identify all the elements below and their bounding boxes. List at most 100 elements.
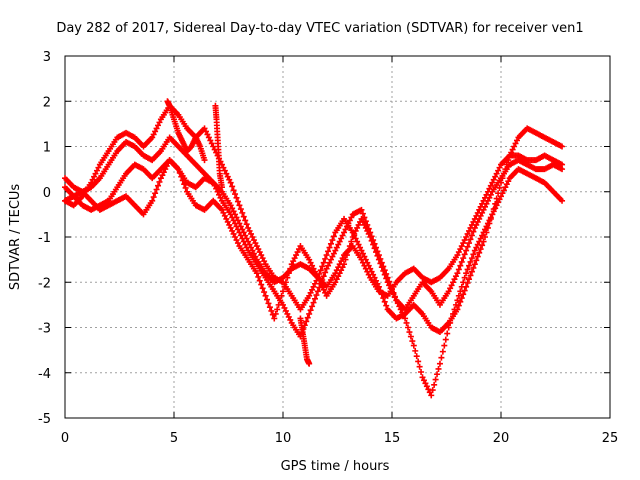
data-point <box>415 358 422 365</box>
data-point <box>265 300 272 307</box>
data-point <box>330 250 337 257</box>
data-point <box>285 270 292 277</box>
data-point <box>221 212 228 219</box>
data-point <box>457 246 464 253</box>
data-point <box>285 313 292 320</box>
data-point <box>389 288 395 295</box>
data-point <box>306 292 313 299</box>
data-point <box>335 273 342 280</box>
data-point <box>293 252 300 259</box>
data-point <box>307 289 314 296</box>
data-point <box>258 252 265 259</box>
data-point <box>338 235 345 242</box>
data-point <box>234 240 241 247</box>
data-point <box>416 363 423 370</box>
data-point <box>371 245 378 252</box>
data-point <box>233 223 240 230</box>
data-point <box>511 143 518 150</box>
data-point <box>234 226 241 233</box>
data-point <box>460 291 467 298</box>
data-point <box>327 256 334 263</box>
data-point <box>239 209 246 216</box>
data-point <box>232 220 239 227</box>
data-point <box>339 232 346 239</box>
data-point <box>496 196 503 203</box>
data-points <box>62 98 566 399</box>
data-point <box>477 246 484 253</box>
data-point <box>464 266 471 273</box>
data-point <box>208 140 215 147</box>
data-point <box>489 179 496 186</box>
y-tick-label: -4 <box>38 367 51 382</box>
data-point <box>310 265 317 272</box>
data-point <box>466 262 473 269</box>
data-point <box>216 191 223 198</box>
data-point <box>236 202 243 209</box>
data-point <box>310 283 317 290</box>
data-point <box>329 237 336 244</box>
data-point <box>480 229 487 236</box>
data-point <box>503 181 510 188</box>
data-point <box>484 220 491 227</box>
data-point <box>474 218 481 225</box>
data-point <box>457 288 464 295</box>
data-point <box>326 259 333 266</box>
data-point <box>261 258 268 265</box>
data-point <box>448 282 455 289</box>
data-point <box>156 119 163 126</box>
data-point <box>460 255 467 262</box>
data-point <box>400 312 407 319</box>
data-point <box>343 252 350 259</box>
data-point <box>370 271 377 278</box>
data-point <box>419 374 426 381</box>
data-point <box>149 197 156 204</box>
data-point <box>307 307 314 314</box>
data-point <box>358 247 365 254</box>
data-point <box>314 274 321 281</box>
y-tick-label: -5 <box>38 412 51 427</box>
data-point <box>259 255 266 262</box>
data-point <box>386 282 393 289</box>
data-point <box>471 224 478 231</box>
data-point <box>434 371 441 378</box>
data-point <box>246 227 253 234</box>
axis-tick-labels: 0 5 10 15 20 25 -5 -4 -3 -2 -1 0 1 2 3 <box>38 50 618 446</box>
data-point <box>377 287 384 294</box>
data-point <box>240 213 247 220</box>
data-point <box>390 291 397 298</box>
data-point <box>253 270 260 277</box>
data-point <box>248 230 255 237</box>
data-point <box>467 258 474 265</box>
data-point <box>313 271 320 278</box>
data-point <box>230 230 237 237</box>
data-point <box>256 277 263 284</box>
data-point <box>266 304 273 311</box>
data-point <box>460 240 467 247</box>
data-point <box>365 230 372 237</box>
data-point <box>452 273 459 280</box>
data-point <box>499 190 506 197</box>
data-point <box>391 294 398 301</box>
data-point <box>281 304 288 311</box>
data-point <box>346 243 353 250</box>
data-point <box>473 221 480 228</box>
data-point <box>224 218 231 225</box>
data-point <box>306 360 313 367</box>
data-point <box>230 217 237 224</box>
data-point <box>220 209 227 216</box>
data-point <box>294 249 301 256</box>
data-point <box>255 246 262 253</box>
data-point <box>471 247 478 254</box>
data-point <box>204 131 211 138</box>
data-point <box>463 234 470 240</box>
data-point <box>252 240 259 247</box>
data-point <box>464 230 471 237</box>
data-point <box>458 283 465 290</box>
data-point <box>319 283 326 290</box>
data-point <box>223 170 230 177</box>
data-point <box>490 208 497 215</box>
x-tick-label: 25 <box>602 431 619 446</box>
data-point <box>476 249 483 256</box>
data-point <box>202 128 209 135</box>
data-point <box>243 244 250 251</box>
